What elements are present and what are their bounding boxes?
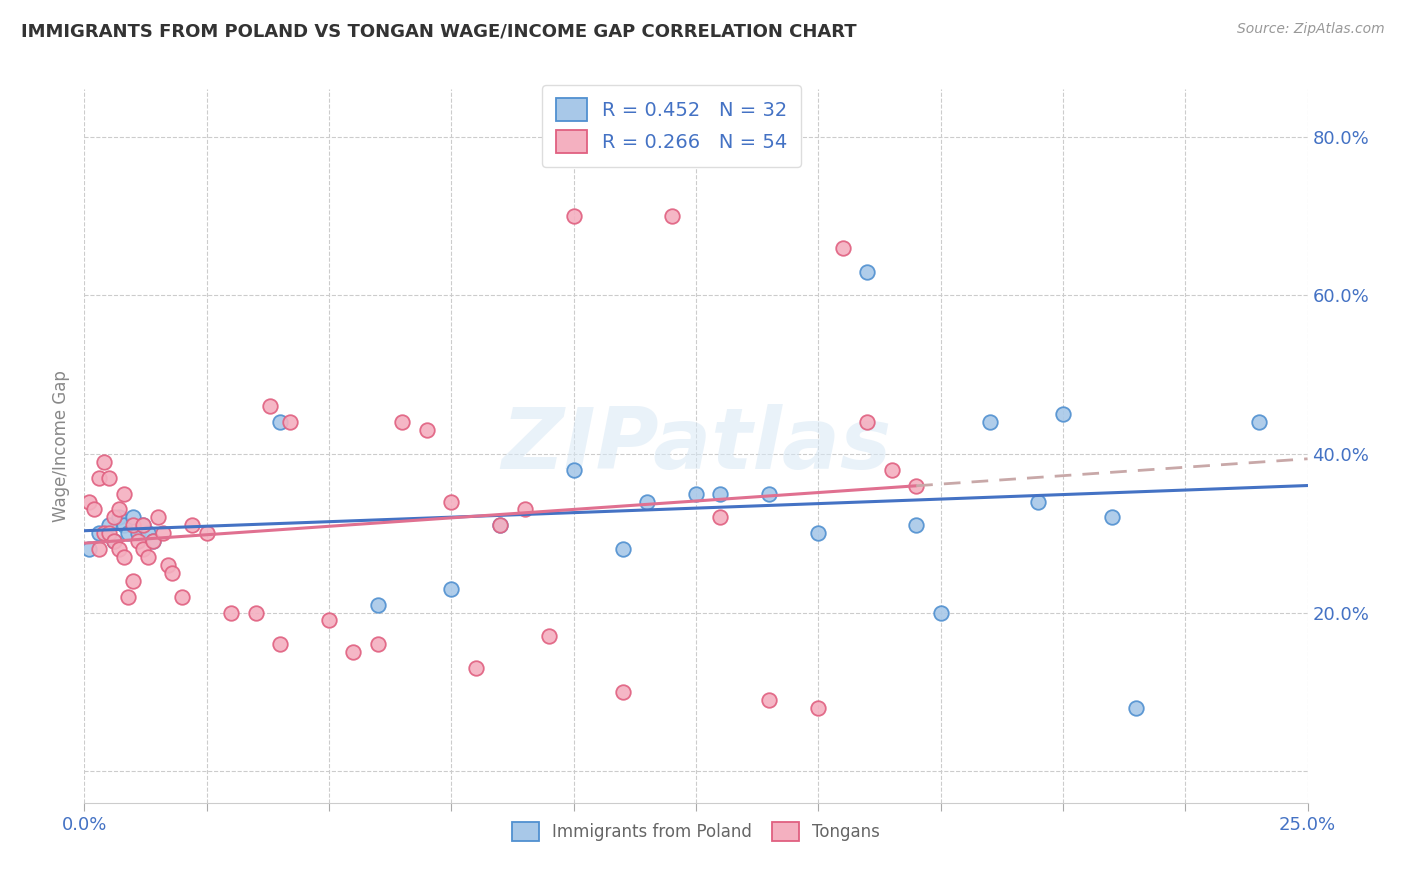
Point [97,526,120,541]
Point [856,415,879,429]
Point [172,590,194,604]
Point [103,510,125,524]
Point [152,526,174,541]
Point [489,518,512,533]
Point [122,510,145,524]
Point [709,486,731,500]
Point [807,526,830,541]
Point [132,518,155,533]
Point [278,415,301,429]
Point [132,542,155,557]
Point [107,510,129,524]
Legend: Immigrants from Poland, Tongans: Immigrants from Poland, Tongans [505,815,887,848]
Text: Source: ZipAtlas.com: Source: ZipAtlas.com [1237,22,1385,37]
Point [440,582,463,596]
Point [856,264,879,278]
Point [112,486,135,500]
Point [103,534,125,549]
Point [1125,700,1147,714]
Point [122,518,145,533]
Point [513,502,536,516]
Point [181,518,204,533]
Point [636,494,658,508]
Point [127,534,149,549]
Point [93,455,115,469]
Point [905,518,928,533]
Point [219,606,242,620]
Point [612,542,634,557]
Point [162,566,184,580]
Point [156,558,179,572]
Point [146,510,169,524]
Point [391,415,413,429]
Point [87,526,110,541]
Point [807,700,830,714]
Point [103,534,125,549]
Point [117,590,139,604]
Point [122,574,145,588]
Y-axis label: Wage/Income Gap: Wage/Income Gap [52,370,70,522]
Point [87,542,110,557]
Point [1052,407,1074,421]
Point [269,637,291,651]
Point [367,598,389,612]
Point [709,510,731,524]
Point [342,645,364,659]
Point [77,494,100,508]
Point [142,534,165,549]
Point [929,606,952,620]
Point [117,526,139,541]
Point [464,661,486,675]
Point [831,241,853,255]
Point [112,549,135,564]
Point [136,526,159,541]
Point [195,526,218,541]
Point [1247,415,1270,429]
Point [136,549,159,564]
Point [318,614,340,628]
Point [440,494,463,508]
Point [562,209,585,223]
Point [107,502,129,516]
Point [612,685,634,699]
Point [93,526,115,541]
Point [127,526,149,541]
Point [112,518,135,533]
Text: IMMIGRANTS FROM POLAND VS TONGAN WAGE/INCOME GAP CORRELATION CHART: IMMIGRANTS FROM POLAND VS TONGAN WAGE/IN… [21,22,856,40]
Text: ZIPatlas: ZIPatlas [501,404,891,488]
Point [685,486,707,500]
Point [562,463,585,477]
Point [132,518,155,533]
Point [107,542,129,557]
Point [142,534,165,549]
Point [367,637,389,651]
Point [661,209,683,223]
Point [1101,510,1123,524]
Point [97,471,120,485]
Point [758,692,780,706]
Point [416,423,439,437]
Point [83,502,105,516]
Point [538,629,561,643]
Point [77,542,100,557]
Point [979,415,1001,429]
Point [97,518,120,533]
Point [905,478,928,492]
Point [1028,494,1050,508]
Point [259,400,281,414]
Point [880,463,903,477]
Point [245,606,267,620]
Point [758,486,780,500]
Point [269,415,291,429]
Point [87,471,110,485]
Point [489,518,512,533]
